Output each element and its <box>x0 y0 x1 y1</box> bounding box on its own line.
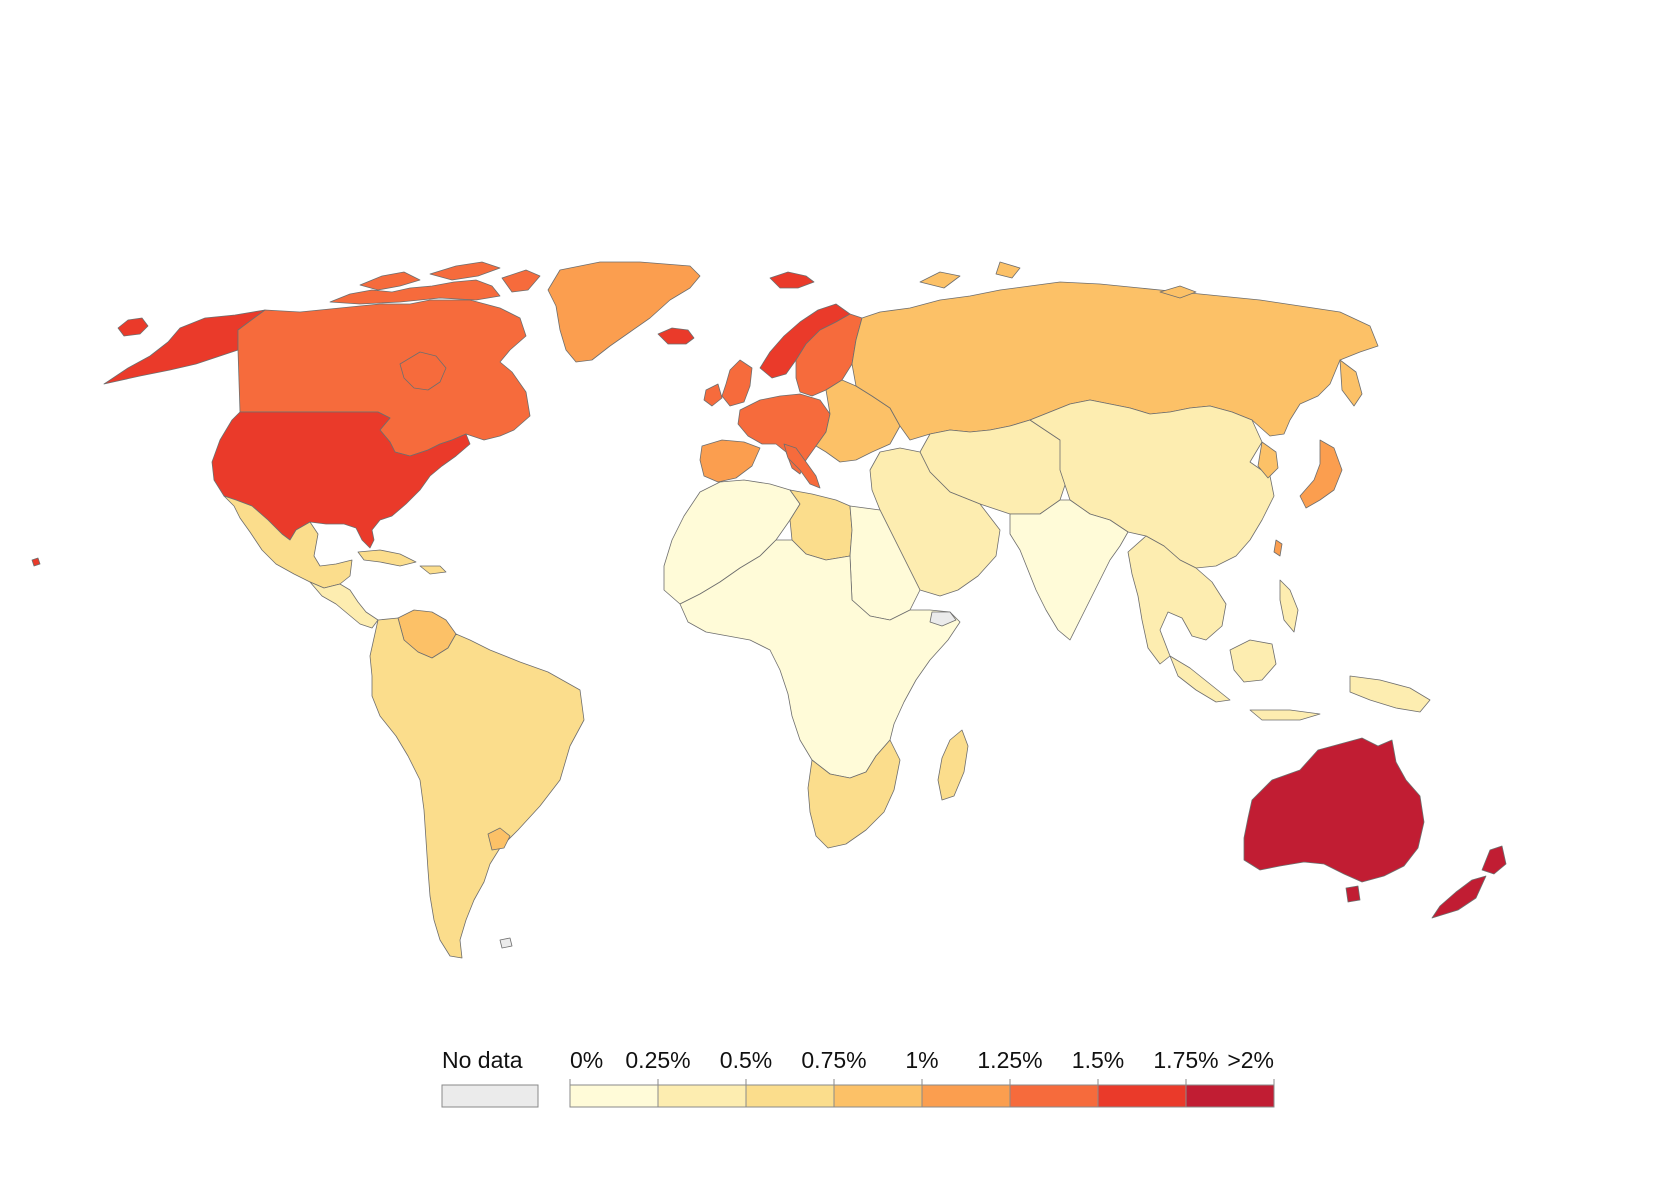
italy <box>783 443 821 489</box>
legend-tick-labels: 0% 0.25% 0.5% 0.75% 1% 1.25% 1.5% 1.75% >2% <box>569 1047 1275 1085</box>
legend-swatch-0 <box>569 1084 659 1108</box>
legend-tick-label: 1.25% <box>977 1047 1042 1073</box>
canada-islands <box>329 261 541 305</box>
uruguay <box>487 827 511 851</box>
russia-arctic-islands <box>919 261 1197 299</box>
alaska-west <box>117 317 149 337</box>
legend-swatch-2 <box>745 1084 835 1108</box>
legend-swatch-3 <box>833 1084 923 1108</box>
legend-tick-label: >2% <box>1227 1047 1274 1073</box>
legend-swatch-4 <box>921 1084 1011 1108</box>
taiwan <box>1273 539 1283 557</box>
legend-tick-label: 0.25% <box>625 1047 690 1073</box>
legend-tick-label: 1.75% <box>1153 1047 1218 1073</box>
legend-swatch-1 <box>657 1084 747 1108</box>
svalbard <box>769 271 815 289</box>
south-america <box>369 617 585 959</box>
falklands <box>499 937 513 949</box>
uk-ireland <box>703 359 753 407</box>
legend-no-data-swatch <box>441 1084 539 1108</box>
legend-tick-label: 0% <box>570 1047 603 1073</box>
legend-tick-label: 0.75% <box>801 1047 866 1073</box>
southern-africa <box>807 739 901 849</box>
korea <box>1257 441 1279 479</box>
india <box>1009 499 1129 641</box>
tasmania <box>1345 885 1361 903</box>
legend-swatch-6 <box>1097 1084 1187 1108</box>
legend-tick-label: 0.5% <box>720 1047 772 1073</box>
mexico <box>223 495 353 589</box>
legend-color-scale <box>569 1084 1275 1108</box>
legend-swatch-7 <box>1185 1084 1275 1108</box>
greenland <box>547 261 701 363</box>
madagascar <box>937 729 969 801</box>
iberia <box>699 439 761 483</box>
western-europe <box>737 393 831 475</box>
central-america <box>309 581 379 629</box>
iceland <box>657 327 695 345</box>
legend-swatch-5 <box>1009 1084 1099 1108</box>
somaliland <box>929 611 957 627</box>
japan <box>1299 439 1343 509</box>
philippines <box>1279 579 1299 633</box>
southeast-asia <box>1127 535 1227 665</box>
legend: No data 0% 0.25% 0.5% 0.75% 1% 1.25% 1.5% 1.75%… <box>441 1047 1275 1108</box>
legend-tick-label: 1.5% <box>1072 1047 1124 1073</box>
new-zealand <box>1431 845 1507 919</box>
alaska <box>103 309 266 385</box>
caribbean <box>357 549 447 575</box>
kamchatka <box>1339 359 1363 407</box>
australia <box>1243 737 1425 883</box>
indonesia <box>1169 639 1431 721</box>
hawaii <box>31 557 41 567</box>
legend-no-data-label: No data <box>442 1047 523 1073</box>
sub-saharan-africa <box>679 539 961 779</box>
legend-tick-label: 1% <box>905 1047 938 1073</box>
